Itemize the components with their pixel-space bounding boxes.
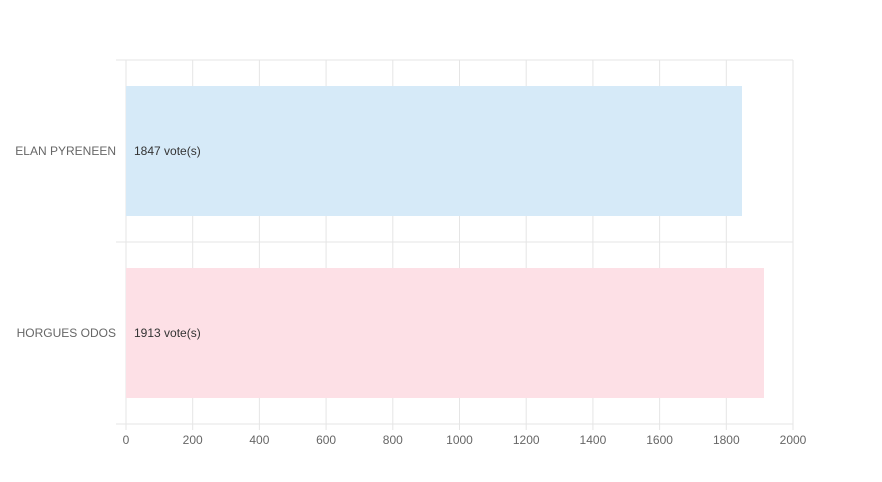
- category-label: HORGUES ODOS: [17, 326, 116, 340]
- x-tick-label: 400: [249, 433, 269, 447]
- bars: [126, 86, 764, 398]
- bar: [126, 268, 764, 398]
- x-tick-label: 1200: [513, 433, 540, 447]
- bar-data-label: 1913 vote(s): [134, 326, 201, 340]
- category-label: ELAN PYRENEEN: [15, 144, 116, 158]
- x-tick-label: 800: [383, 433, 403, 447]
- bar-data-label: 1847 vote(s): [134, 144, 201, 158]
- bar: [126, 86, 742, 216]
- x-tick-label: 1600: [646, 433, 673, 447]
- axes: 0 200 400 600 800 1000 1200 1400 1600 1800 2000 ELA…: [15, 144, 806, 447]
- x-tick-label: 2000: [780, 433, 807, 447]
- x-tick-label: 1000: [446, 433, 473, 447]
- x-tick-label: 1400: [580, 433, 607, 447]
- x-tick-label: 600: [316, 433, 336, 447]
- x-tick-label: 200: [183, 433, 203, 447]
- x-tick-label: 0: [123, 433, 130, 447]
- x-tick-label: 1800: [713, 433, 740, 447]
- labels: 1847 vote(s) 1913 vote(s): [134, 144, 201, 340]
